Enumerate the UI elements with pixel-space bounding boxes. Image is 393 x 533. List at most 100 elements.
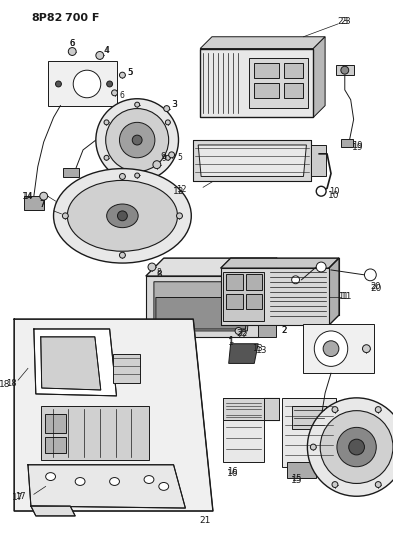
Text: 2: 2 [281, 326, 286, 335]
Ellipse shape [320, 410, 393, 483]
Text: 11: 11 [338, 292, 349, 301]
Text: 12: 12 [173, 187, 184, 196]
Text: 8: 8 [156, 269, 161, 277]
Bar [223, 398, 264, 419]
Text: 8: 8 [156, 270, 162, 279]
Polygon shape [229, 344, 258, 364]
Ellipse shape [164, 106, 170, 111]
Polygon shape [198, 145, 307, 176]
Ellipse shape [119, 174, 125, 180]
Polygon shape [259, 258, 277, 337]
Ellipse shape [135, 173, 140, 178]
Text: 17: 17 [12, 492, 24, 502]
Bar [284, 63, 303, 78]
Ellipse shape [316, 262, 326, 272]
Polygon shape [146, 258, 277, 276]
Bar [45, 414, 66, 433]
Text: 9: 9 [161, 152, 167, 161]
Ellipse shape [165, 155, 170, 160]
Text: 5: 5 [128, 68, 133, 77]
Ellipse shape [106, 109, 169, 172]
Text: 20: 20 [371, 284, 382, 293]
Text: 15: 15 [291, 476, 302, 485]
Ellipse shape [176, 213, 182, 219]
Text: 13: 13 [252, 344, 263, 353]
Bar [336, 65, 354, 75]
Bar [24, 196, 44, 210]
Text: 17: 17 [15, 492, 26, 500]
Polygon shape [28, 465, 185, 508]
Text: 14: 14 [22, 192, 34, 200]
Ellipse shape [314, 331, 348, 366]
Ellipse shape [341, 66, 349, 74]
Text: 3: 3 [172, 100, 177, 109]
Ellipse shape [118, 211, 127, 221]
Text: 13: 13 [256, 346, 268, 355]
Bar [45, 437, 66, 453]
Polygon shape [193, 140, 311, 181]
Text: 9: 9 [161, 154, 166, 163]
Text: 1: 1 [228, 336, 233, 345]
Bar [221, 268, 329, 325]
Text: 16: 16 [227, 469, 239, 478]
Ellipse shape [292, 276, 299, 284]
Bar [341, 139, 353, 147]
Polygon shape [146, 276, 259, 337]
Text: 6: 6 [69, 39, 75, 48]
Ellipse shape [165, 120, 170, 125]
Ellipse shape [110, 478, 119, 486]
Bar [41, 406, 149, 460]
Bar [258, 325, 276, 337]
Ellipse shape [46, 473, 55, 481]
Polygon shape [329, 258, 339, 325]
Ellipse shape [62, 213, 68, 219]
Ellipse shape [375, 407, 381, 413]
Ellipse shape [119, 252, 125, 258]
Ellipse shape [364, 269, 376, 281]
Bar [264, 398, 279, 419]
Bar [223, 398, 264, 462]
Polygon shape [221, 258, 339, 268]
Bar [246, 294, 262, 309]
Text: 7: 7 [39, 199, 44, 208]
Bar [292, 406, 326, 430]
Ellipse shape [135, 102, 140, 107]
Ellipse shape [55, 81, 61, 87]
Text: 20: 20 [370, 282, 380, 291]
Bar [254, 63, 279, 78]
Ellipse shape [375, 482, 381, 488]
Ellipse shape [68, 47, 76, 55]
Bar [193, 140, 311, 181]
Ellipse shape [153, 161, 161, 168]
Ellipse shape [119, 123, 155, 158]
Text: 18: 18 [0, 379, 10, 389]
Ellipse shape [362, 345, 370, 353]
Bar [254, 83, 279, 98]
Ellipse shape [96, 52, 104, 59]
Ellipse shape [332, 407, 338, 413]
Ellipse shape [107, 81, 112, 87]
Text: 4: 4 [104, 46, 109, 55]
Ellipse shape [119, 72, 125, 78]
Text: 5: 5 [177, 154, 182, 162]
Ellipse shape [53, 168, 191, 263]
Text: 5: 5 [127, 68, 133, 77]
Bar [249, 59, 309, 108]
Ellipse shape [332, 482, 338, 488]
Ellipse shape [159, 482, 169, 490]
Text: 11: 11 [341, 292, 353, 301]
Bar [200, 49, 313, 117]
Text: 23: 23 [341, 17, 351, 26]
Bar [223, 272, 264, 321]
Polygon shape [154, 282, 251, 331]
Bar [287, 462, 316, 478]
Text: 2: 2 [281, 326, 286, 335]
Text: 6: 6 [120, 91, 125, 100]
Bar [226, 274, 243, 289]
Bar [313, 450, 335, 464]
Ellipse shape [349, 439, 364, 455]
Polygon shape [14, 319, 213, 511]
Ellipse shape [310, 444, 316, 450]
Bar [48, 61, 116, 106]
Text: 19: 19 [352, 143, 363, 152]
